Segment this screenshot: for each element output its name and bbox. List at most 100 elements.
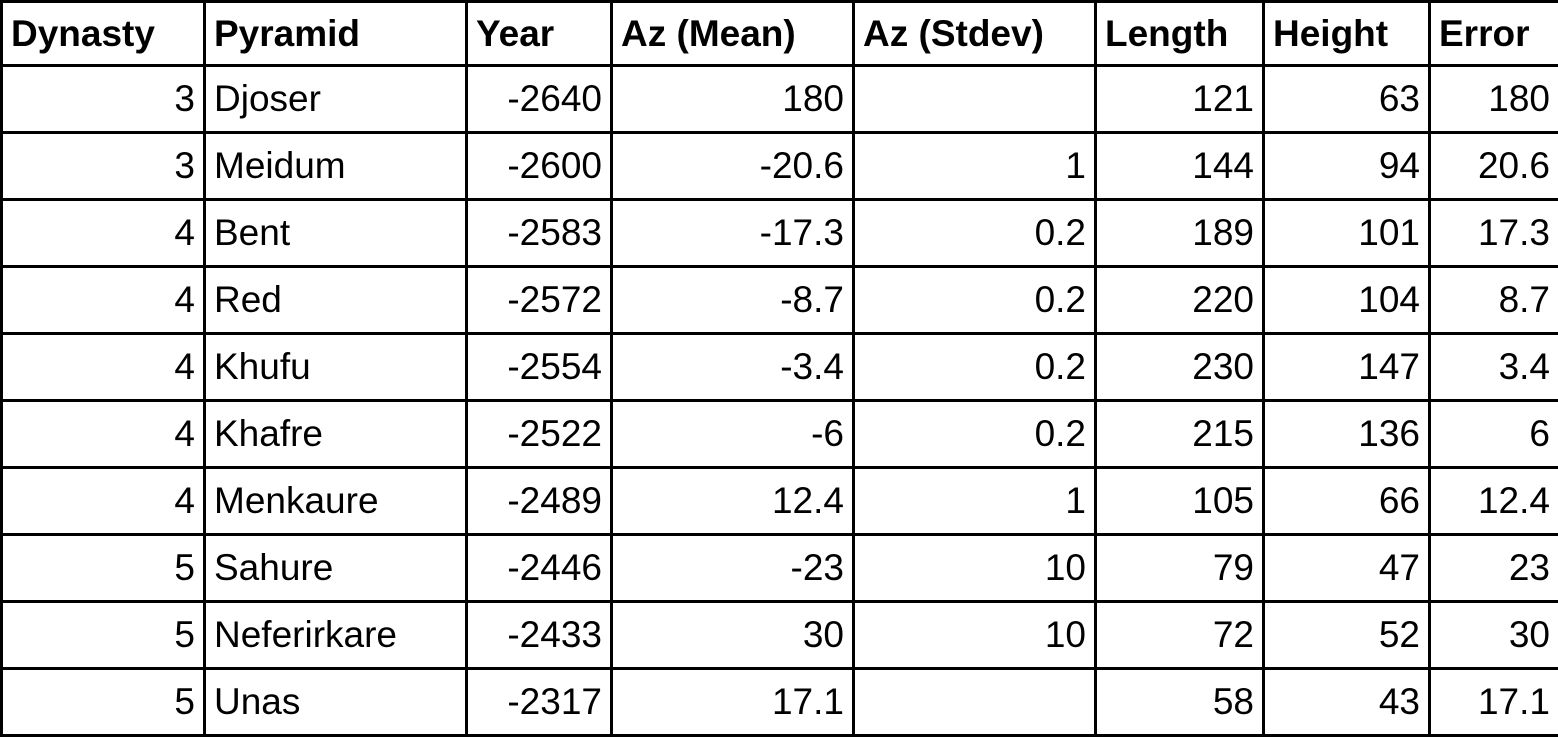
table-row: 4 Bent -2583 -17.3 0.2 189 101 17.3 [0, 198, 1558, 268]
column-header: Az (Mean) [610, 0, 855, 67]
table-row: 5 Unas -2317 17.1 58 43 17.1 [0, 667, 1558, 737]
table-cell: Red [203, 265, 468, 335]
table-cell: -2554 [465, 332, 613, 402]
table-cell: 79 [1094, 533, 1265, 603]
table-cell: -2489 [465, 466, 613, 536]
table-cell: 4 [0, 399, 206, 469]
table-cell: 10 [852, 600, 1097, 670]
table-cell: 180 [1428, 64, 1558, 134]
table-cell: 4 [0, 198, 206, 268]
table-cell: 3 [0, 64, 206, 134]
table-cell: 3 [0, 131, 206, 201]
table-cell: 4 [0, 332, 206, 402]
table-cell: 12.4 [1428, 466, 1558, 536]
header-row: Dynasty Pyramid Year Az (Mean) Az (Stdev) Len… [0, 0, 1558, 67]
table-cell: 1 [852, 131, 1097, 201]
table-cell: 20.6 [1428, 131, 1558, 201]
table-cell: 17.3 [1428, 198, 1558, 268]
table-cell: -2522 [465, 399, 613, 469]
table-cell: 3.4 [1428, 332, 1558, 402]
table-cell [852, 64, 1097, 134]
table-cell: 0.2 [852, 198, 1097, 268]
table-row: 4 Menkaure -2489 12.4 1 105 66 12.4 [0, 466, 1558, 536]
table-cell: 10 [852, 533, 1097, 603]
table-cell: 23 [1428, 533, 1558, 603]
table-row: 5 Neferirkare -2433 30 10 72 52 30 [0, 600, 1558, 670]
table-cell: 101 [1262, 198, 1431, 268]
table-cell [852, 667, 1097, 737]
table-cell: 144 [1094, 131, 1265, 201]
table-cell: -2583 [465, 198, 613, 268]
table-cell: 12.4 [610, 466, 855, 536]
table-row: 3 Meidum -2600 -20.6 1 144 94 20.6 [0, 131, 1558, 201]
table-cell: Menkaure [203, 466, 468, 536]
table-cell: 6 [1428, 399, 1558, 469]
table-cell: 4 [0, 466, 206, 536]
table-cell: 104 [1262, 265, 1431, 335]
table-cell: -23 [610, 533, 855, 603]
table-cell: 63 [1262, 64, 1431, 134]
table-row: 5 Sahure -2446 -23 10 79 47 23 [0, 533, 1558, 603]
table-cell: 58 [1094, 667, 1265, 737]
table-cell: -20.6 [610, 131, 855, 201]
table-cell: Djoser [203, 64, 468, 134]
table-cell: 230 [1094, 332, 1265, 402]
column-header: Az (Stdev) [852, 0, 1097, 67]
table-row: 4 Red -2572 -8.7 0.2 220 104 8.7 [0, 265, 1558, 335]
table-cell: 136 [1262, 399, 1431, 469]
column-header: Length [1094, 0, 1265, 67]
table-cell: 5 [0, 600, 206, 670]
table-cell: -2640 [465, 64, 613, 134]
table-cell: 72 [1094, 600, 1265, 670]
table-row: 4 Khafre -2522 -6 0.2 215 136 6 [0, 399, 1558, 469]
table-cell: 0.2 [852, 332, 1097, 402]
table-cell: 180 [610, 64, 855, 134]
table-cell: 147 [1262, 332, 1431, 402]
column-header: Error [1428, 0, 1558, 67]
table-cell: 17.1 [610, 667, 855, 737]
table-cell: 52 [1262, 600, 1431, 670]
table-cell: -3.4 [610, 332, 855, 402]
table-cell: 66 [1262, 466, 1431, 536]
table-cell: 189 [1094, 198, 1265, 268]
table-row: 4 Khufu -2554 -3.4 0.2 230 147 3.4 [0, 332, 1558, 402]
table-row: 3 Djoser -2640 180 121 63 180 [0, 64, 1558, 134]
table-cell: Neferirkare [203, 600, 468, 670]
table-cell: 220 [1094, 265, 1265, 335]
table-cell: Bent [203, 198, 468, 268]
table-cell: -2600 [465, 131, 613, 201]
table-cell: 0.2 [852, 399, 1097, 469]
table-cell: -2433 [465, 600, 613, 670]
table-cell: 30 [610, 600, 855, 670]
table-cell: -6 [610, 399, 855, 469]
table-cell: 5 [0, 667, 206, 737]
table-cell: 0.2 [852, 265, 1097, 335]
table-cell: -2572 [465, 265, 613, 335]
table-cell: -2317 [465, 667, 613, 737]
column-header: Height [1262, 0, 1431, 67]
table-cell: 47 [1262, 533, 1431, 603]
table-cell: Khafre [203, 399, 468, 469]
table-cell: Meidum [203, 131, 468, 201]
table-cell: Khufu [203, 332, 468, 402]
table-cell: 215 [1094, 399, 1265, 469]
table-cell: 4 [0, 265, 206, 335]
table-cell: 105 [1094, 466, 1265, 536]
table-cell: -8.7 [610, 265, 855, 335]
table-cell: 17.1 [1428, 667, 1558, 737]
table-cell: 121 [1094, 64, 1265, 134]
table-cell: 8.7 [1428, 265, 1558, 335]
table-cell: 30 [1428, 600, 1558, 670]
table-cell: Sahure [203, 533, 468, 603]
column-header: Pyramid [203, 0, 468, 67]
table-cell: -17.3 [610, 198, 855, 268]
table-cell: 94 [1262, 131, 1431, 201]
table-cell: -2446 [465, 533, 613, 603]
table-cell: 43 [1262, 667, 1431, 737]
table-body: 3 Djoser -2640 180 121 63 180 3 Meidum -2600 -20.6… [0, 64, 1558, 737]
table-cell: 1 [852, 466, 1097, 536]
table-cell: 5 [0, 533, 206, 603]
column-header: Dynasty [0, 0, 206, 67]
